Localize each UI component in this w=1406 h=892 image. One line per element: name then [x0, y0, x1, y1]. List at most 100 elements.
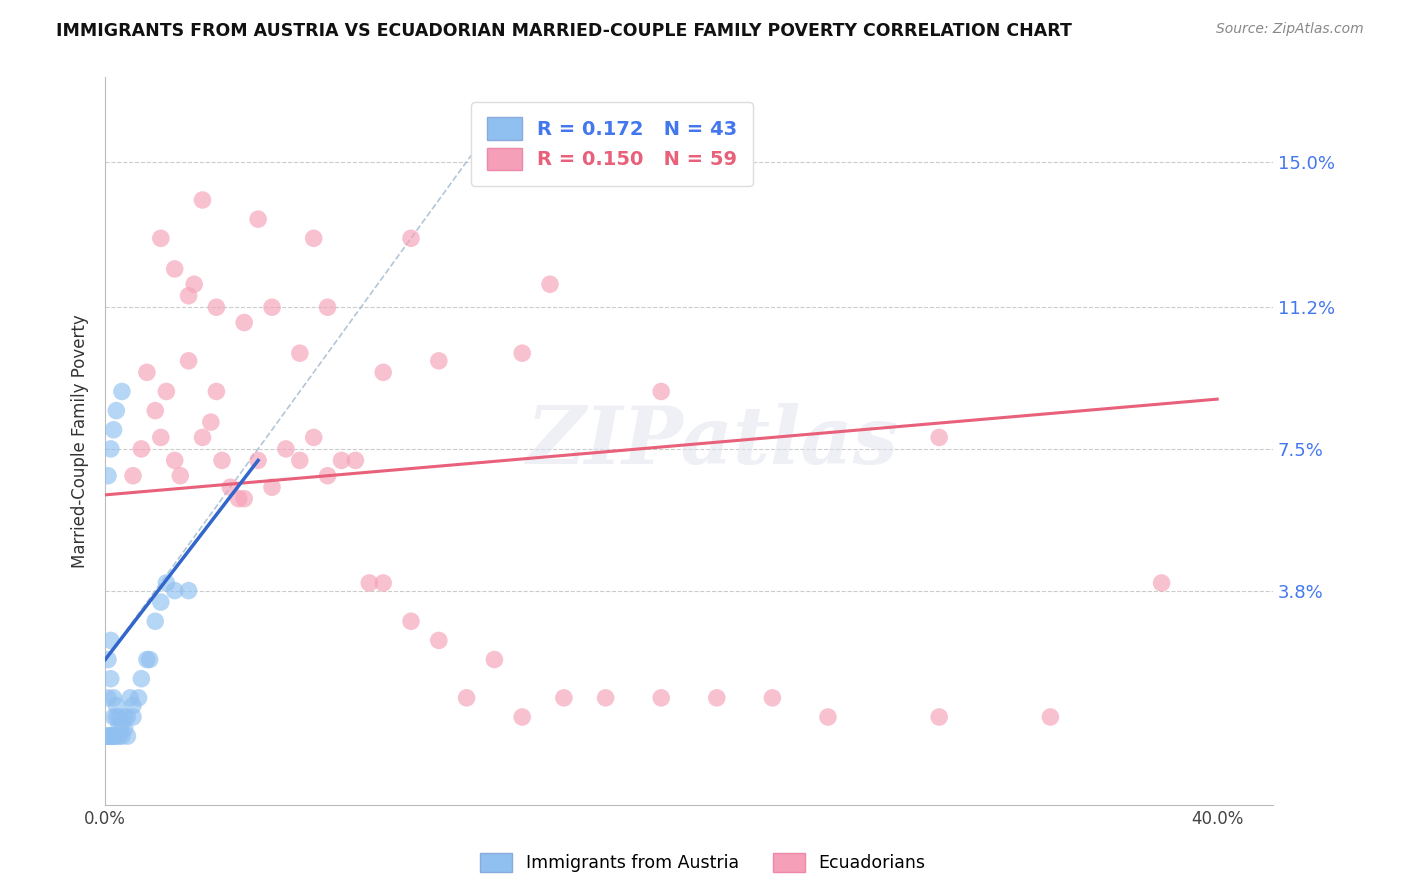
Point — [149, 595, 172, 609]
Point — [191, 193, 214, 207]
Point — [111, 717, 134, 731]
Point — [373, 576, 395, 591]
Point — [399, 614, 422, 628]
Point — [108, 710, 131, 724]
Point — [191, 430, 214, 444]
Point — [650, 384, 672, 399]
Point — [135, 365, 157, 379]
Point — [108, 717, 131, 731]
Point — [97, 729, 120, 743]
Y-axis label: Married-Couple Family Poverty: Married-Couple Family Poverty — [72, 314, 89, 568]
Point — [650, 690, 672, 705]
Point — [260, 480, 283, 494]
Point — [97, 729, 120, 743]
Point — [330, 453, 353, 467]
Point — [817, 710, 839, 724]
Point — [274, 442, 297, 456]
Point — [100, 672, 122, 686]
Point — [344, 453, 367, 467]
Point — [177, 354, 200, 368]
Point — [97, 468, 120, 483]
Point — [399, 231, 422, 245]
Point — [122, 710, 145, 724]
Point — [143, 403, 166, 417]
Point — [103, 729, 125, 743]
Point — [103, 729, 125, 743]
Point — [131, 442, 153, 456]
Point — [288, 346, 311, 360]
Point — [105, 729, 128, 743]
Point — [97, 690, 120, 705]
Point — [316, 300, 339, 314]
Point — [105, 403, 128, 417]
Point — [228, 491, 250, 506]
Text: Source: ZipAtlas.com: Source: ZipAtlas.com — [1216, 22, 1364, 37]
Point — [484, 652, 506, 666]
Point — [117, 710, 139, 724]
Point — [163, 583, 186, 598]
Point — [247, 453, 270, 467]
Point — [105, 698, 128, 713]
Point — [553, 690, 575, 705]
Point — [138, 652, 160, 666]
Point — [183, 277, 205, 292]
Point — [122, 698, 145, 713]
Point — [928, 710, 950, 724]
Point — [316, 468, 339, 483]
Point — [100, 729, 122, 743]
Point — [427, 354, 450, 368]
Point — [177, 583, 200, 598]
Point — [103, 690, 125, 705]
Point — [97, 652, 120, 666]
Point — [111, 384, 134, 399]
Point — [149, 231, 172, 245]
Point — [1039, 710, 1062, 724]
Point — [111, 729, 134, 743]
Point — [163, 261, 186, 276]
Point — [427, 633, 450, 648]
Legend: Immigrants from Austria, Ecuadorians: Immigrants from Austria, Ecuadorians — [474, 846, 932, 879]
Point — [122, 468, 145, 483]
Point — [233, 491, 256, 506]
Point — [595, 690, 617, 705]
Point — [233, 316, 256, 330]
Point — [143, 614, 166, 628]
Point — [456, 690, 478, 705]
Point — [103, 423, 125, 437]
Legend: R = 0.172   N = 43, R = 0.150   N = 59: R = 0.172 N = 43, R = 0.150 N = 59 — [471, 102, 752, 186]
Point — [169, 468, 191, 483]
Point — [97, 729, 120, 743]
Point — [1150, 576, 1173, 591]
Text: ZIPatlas: ZIPatlas — [526, 402, 898, 480]
Point — [100, 442, 122, 456]
Point — [135, 652, 157, 666]
Point — [706, 690, 728, 705]
Point — [288, 453, 311, 467]
Point — [105, 710, 128, 724]
Point — [177, 289, 200, 303]
Point — [163, 453, 186, 467]
Point — [205, 300, 228, 314]
Point — [114, 710, 136, 724]
Point — [100, 633, 122, 648]
Point — [155, 384, 177, 399]
Point — [117, 729, 139, 743]
Point — [114, 722, 136, 736]
Point — [302, 430, 325, 444]
Point — [131, 672, 153, 686]
Point — [155, 576, 177, 591]
Point — [761, 690, 783, 705]
Point — [538, 277, 561, 292]
Point — [100, 729, 122, 743]
Point — [928, 430, 950, 444]
Point — [211, 453, 233, 467]
Point — [373, 365, 395, 379]
Point — [219, 480, 242, 494]
Point — [205, 384, 228, 399]
Text: IMMIGRANTS FROM AUSTRIA VS ECUADORIAN MARRIED-COUPLE FAMILY POVERTY CORRELATION : IMMIGRANTS FROM AUSTRIA VS ECUADORIAN MA… — [56, 22, 1073, 40]
Point — [100, 729, 122, 743]
Point — [510, 346, 533, 360]
Point — [103, 710, 125, 724]
Point — [200, 415, 222, 429]
Point — [510, 710, 533, 724]
